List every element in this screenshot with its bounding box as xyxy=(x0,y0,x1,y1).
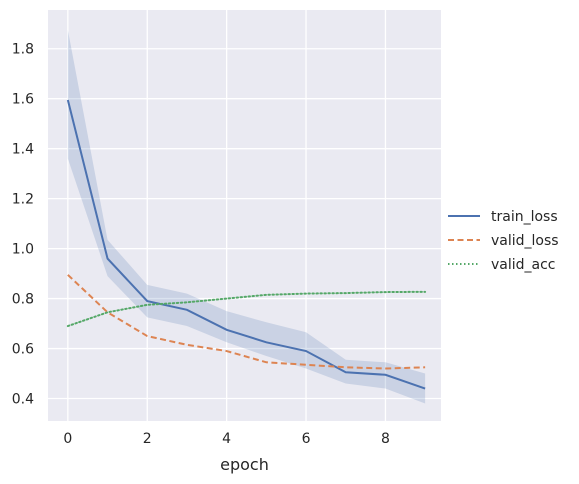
x-tick-labels: 0 2 4 6 8 xyxy=(63,431,389,447)
y-tick-label: 1.0 xyxy=(12,242,34,258)
confidence-band-train_loss xyxy=(67,29,426,404)
y-tick-label: 1.4 xyxy=(12,142,34,158)
legend: train_loss valid_loss valid_acc xyxy=(448,209,559,273)
y-tick-label: 1.2 xyxy=(12,192,34,208)
confidence-bands xyxy=(67,29,426,404)
y-tick-label: 1.8 xyxy=(12,42,34,58)
grid-lines xyxy=(48,10,441,421)
series-line-valid_loss xyxy=(67,274,426,370)
y-tick-label: 1.6 xyxy=(12,92,34,108)
x-tick-label: 0 xyxy=(63,431,72,447)
series-line-train_loss xyxy=(66,99,426,390)
y-tick-label: 0.6 xyxy=(12,342,34,358)
x-tick-label: 6 xyxy=(302,431,311,447)
plot-background xyxy=(48,10,441,421)
y-tick-label: 0.4 xyxy=(12,392,34,408)
series-lines xyxy=(66,99,427,390)
legend-label-valid_acc: valid_acc xyxy=(491,257,556,273)
series-line-valid_acc xyxy=(66,290,427,328)
y-tick-label: 0.8 xyxy=(12,292,34,308)
x-axis-label: epoch xyxy=(220,455,269,474)
legend-label-valid_loss: valid_loss xyxy=(491,233,559,249)
x-tick-label: 8 xyxy=(381,431,390,447)
y-tick-labels: 0.4 0.6 0.8 1.0 1.2 1.4 1.6 1.8 xyxy=(12,42,34,408)
legend-label-train_loss: train_loss xyxy=(491,209,558,225)
x-tick-label: 2 xyxy=(143,431,152,447)
x-tick-label: 4 xyxy=(222,431,231,447)
